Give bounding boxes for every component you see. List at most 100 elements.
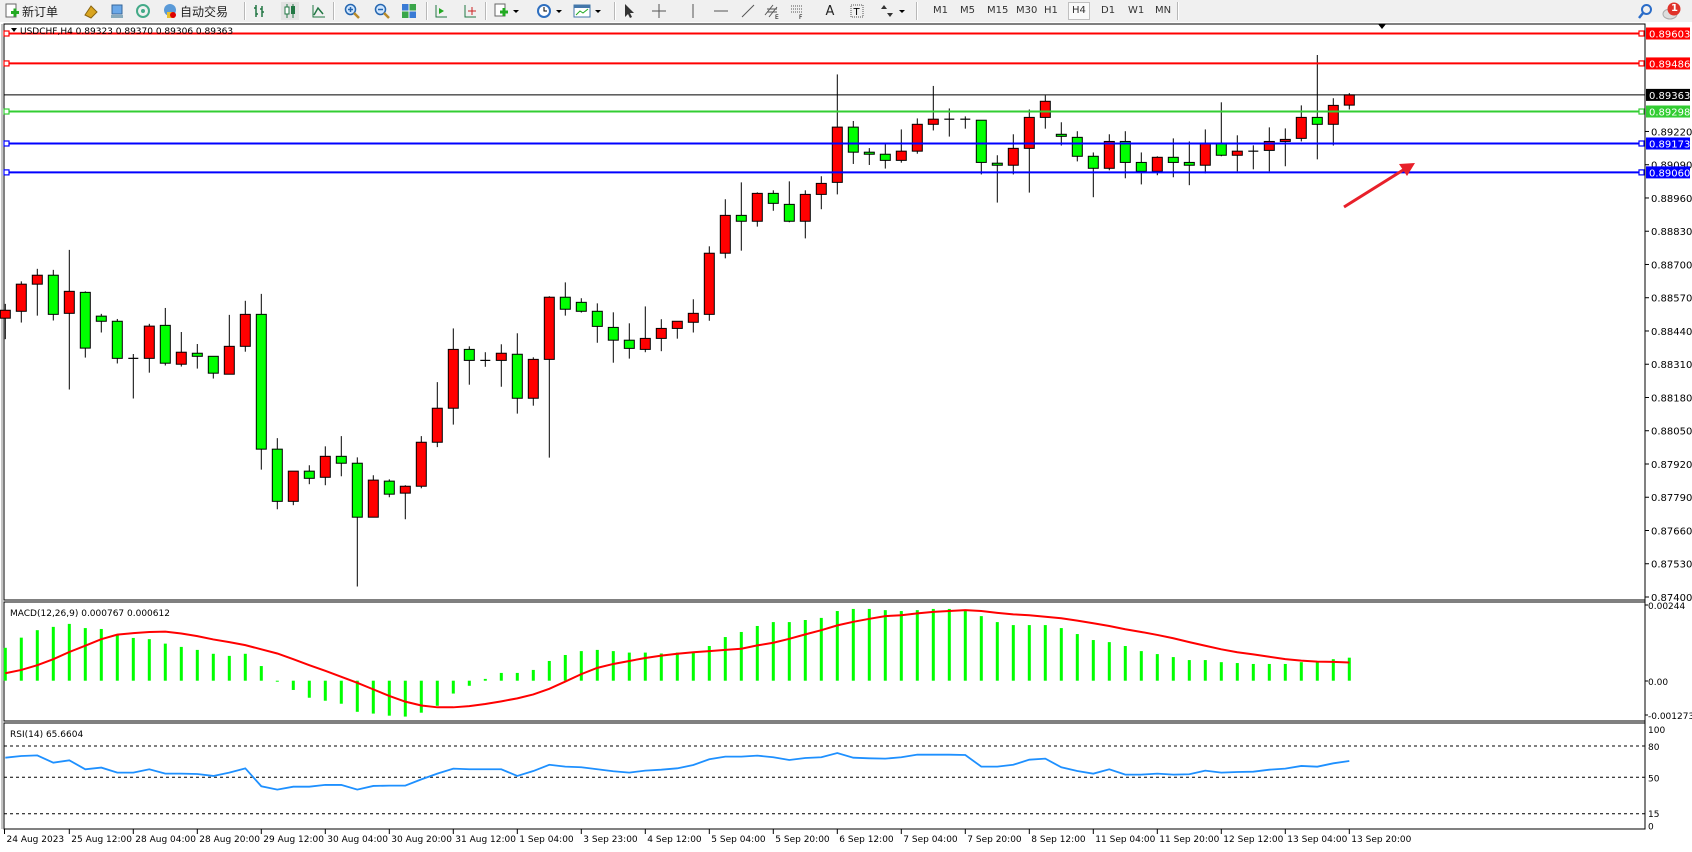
candle[interactable] — [463, 346, 475, 385]
candle[interactable] — [671, 320, 683, 339]
candle[interactable] — [879, 144, 891, 169]
arrows-button[interactable] — [878, 2, 908, 20]
candle[interactable] — [543, 296, 555, 458]
crosshair-button[interactable] — [650, 2, 668, 20]
candle[interactable] — [95, 313, 107, 333]
candle[interactable] — [591, 303, 603, 343]
candle[interactable] — [1263, 127, 1275, 172]
timeframe-h1[interactable]: H1 — [1044, 5, 1058, 16]
candle[interactable] — [271, 438, 283, 510]
candle[interactable] — [175, 332, 187, 367]
search-button[interactable] — [1636, 2, 1654, 20]
autoscroll-button[interactable] — [461, 2, 479, 20]
text-button[interactable]: A — [821, 2, 839, 20]
candle[interactable] — [1103, 134, 1115, 171]
candle[interactable] — [895, 129, 907, 163]
horizontal-line-button[interactable] — [712, 2, 730, 20]
line-anchor-right[interactable] — [1638, 140, 1645, 147]
rsi-pane[interactable]: RSI(14) 65.6604 100 80 50 15 0 — [3, 722, 1665, 832]
candle[interactable] — [975, 119, 987, 175]
candle[interactable] — [735, 182, 747, 251]
candle[interactable] — [847, 120, 859, 164]
candle[interactable] — [447, 328, 459, 425]
chart-shift-marker-icon[interactable] — [1378, 24, 1386, 29]
candle[interactable] — [911, 118, 923, 154]
vertical-line-button[interactable] — [684, 2, 702, 20]
chart-shift-button[interactable] — [432, 2, 450, 20]
gold-button[interactable] — [82, 2, 100, 20]
candle[interactable] — [944, 108, 955, 137]
candle[interactable] — [511, 333, 523, 414]
candle[interactable] — [15, 281, 27, 323]
candle[interactable] — [1135, 152, 1147, 185]
bar-chart-button[interactable] — [250, 2, 268, 20]
candle[interactable] — [383, 479, 395, 498]
candle[interactable] — [623, 323, 635, 359]
arrow-annotation[interactable] — [1343, 165, 1409, 209]
candle[interactable] — [1183, 141, 1195, 186]
candle[interactable] — [159, 307, 171, 366]
candle[interactable] — [1007, 134, 1019, 175]
candle[interactable] — [207, 355, 219, 379]
candle[interactable] — [575, 298, 587, 313]
cursor-button[interactable] — [620, 2, 638, 20]
chart-menu-icon[interactable] — [11, 28, 17, 32]
candle[interactable] — [1248, 145, 1259, 170]
line-anchor-left[interactable] — [3, 30, 10, 37]
candle[interactable] — [607, 312, 619, 363]
candle[interactable] — [1023, 109, 1035, 193]
candle[interactable] — [415, 436, 427, 489]
timeframe-m30[interactable]: M30 — [1016, 5, 1038, 16]
chart-window[interactable]: 0.89220 0.89090 0.88960 0.88830 0.88700 0.885… — [0, 22, 1692, 852]
candle[interactable] — [79, 291, 91, 358]
candle[interactable] — [287, 470, 299, 506]
candle[interactable] — [335, 436, 347, 477]
candle[interactable] — [1087, 152, 1099, 198]
candle[interactable] — [1119, 131, 1131, 179]
timeframe-d1[interactable]: D1 — [1101, 5, 1116, 16]
candle[interactable] — [960, 116, 971, 129]
candle[interactable] — [431, 382, 443, 448]
price-chart-pane[interactable]: 0.89220 0.89090 0.88960 0.88830 0.88700 0.885… — [0, 23, 1692, 829]
zoom-in-button[interactable] — [343, 2, 361, 20]
market-watch-button[interactable] — [108, 2, 126, 20]
candle[interactable] — [559, 282, 571, 316]
candle[interactable] — [31, 268, 43, 316]
candle[interactable] — [863, 148, 875, 165]
line-anchor-left[interactable] — [3, 60, 10, 67]
line-anchor-left[interactable] — [3, 140, 10, 147]
candle[interactable] — [303, 465, 315, 485]
signals-button[interactable] — [134, 2, 152, 20]
candle[interactable] — [0, 303, 11, 340]
candle[interactable] — [783, 181, 795, 223]
candle[interactable] — [480, 352, 491, 367]
candle[interactable] — [927, 85, 939, 131]
candle[interactable] — [527, 357, 539, 406]
candle[interactable] — [1311, 54, 1323, 160]
templates-button[interactable] — [572, 2, 604, 20]
candle[interactable] — [128, 354, 139, 399]
candle[interactable] — [63, 249, 75, 390]
candle[interactable] — [1167, 138, 1179, 178]
new-order-button[interactable]: 新订单 — [4, 2, 58, 20]
candle[interactable] — [719, 199, 731, 259]
candlestick-button[interactable] — [281, 2, 299, 20]
candle[interactable] — [1327, 98, 1339, 146]
candle[interactable] — [223, 314, 235, 375]
line-anchor-right[interactable] — [1638, 30, 1645, 37]
candle[interactable] — [1071, 131, 1083, 162]
candle[interactable] — [255, 293, 267, 470]
candle[interactable] — [47, 269, 59, 321]
candle[interactable] — [111, 318, 123, 364]
timeframe-h4[interactable]: H4 — [1068, 2, 1090, 20]
candle[interactable] — [767, 190, 779, 211]
line-anchor-right[interactable] — [1638, 60, 1645, 67]
tile-windows-button[interactable] — [400, 2, 418, 20]
candle[interactable] — [815, 176, 827, 210]
macd-pane[interactable]: MACD(12,26,9) 0.000767 0.000612 0.00244 0.… — [3, 601, 1692, 722]
candle[interactable] — [143, 323, 155, 373]
line-anchor-left[interactable] — [3, 169, 10, 176]
candle[interactable] — [367, 475, 379, 518]
candle[interactable] — [1055, 122, 1067, 146]
zoom-out-button[interactable] — [373, 2, 391, 20]
